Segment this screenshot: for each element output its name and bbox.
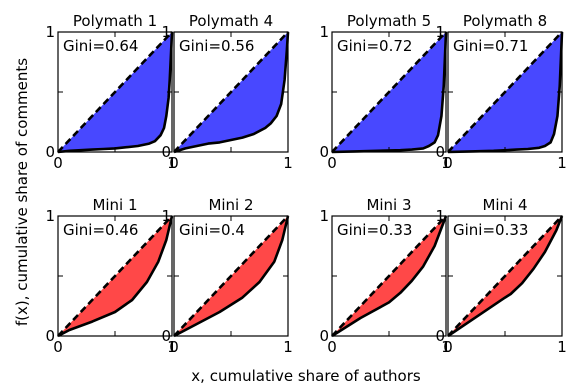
y-tick-label: 0: [45, 143, 55, 161]
x-tick-label: 1: [167, 154, 177, 172]
x-tick-label: 0: [327, 338, 337, 356]
gini-annotation: Gini=0.33: [337, 221, 412, 239]
x-tick-label: 1: [441, 154, 451, 172]
y-tick-label: 1: [319, 23, 329, 41]
x-tick-label: 1: [557, 338, 567, 356]
x-tick-label: 0: [443, 338, 453, 356]
x-tick-label: 1: [283, 338, 293, 356]
gini-annotation: Gini=0.46: [63, 221, 138, 239]
x-tick-label: 1: [557, 154, 567, 172]
y-tick-label: 0: [435, 143, 445, 161]
y-tick-label: 0: [435, 327, 445, 345]
y-tick-label: 0: [161, 143, 171, 161]
gini-annotation: Gini=0.71: [453, 37, 528, 55]
gini-annotation: Gini=0.56: [179, 37, 254, 55]
y-tick-label: 1: [435, 207, 445, 225]
panel-title: Mini 4: [482, 196, 527, 214]
y-tick-label: 1: [161, 23, 171, 41]
equality-line: [447, 215, 563, 337]
y-tick-label: 0: [45, 327, 55, 345]
lorenz-curve: [57, 215, 174, 338]
equality-line: [57, 31, 173, 153]
y-tick-label: 1: [319, 207, 329, 225]
panel-title: Polymath 5: [347, 12, 431, 30]
x-tick-label: 0: [53, 154, 63, 172]
gini-annotation: Gini=0.72: [337, 37, 412, 55]
equality-line: [331, 31, 447, 153]
lorenz-curve: [331, 215, 448, 338]
y-tick-label: 1: [45, 23, 55, 41]
panel-title: Mini 3: [366, 196, 411, 214]
panel-title: Polymath 4: [189, 12, 273, 30]
gini-annotation: Gini=0.64: [63, 37, 138, 55]
y-tick-label: 1: [45, 207, 55, 225]
lorenz-curve: [331, 31, 448, 154]
x-tick-label: 0: [327, 154, 337, 172]
y-tick-label: 0: [319, 327, 329, 345]
y-tick-label: 1: [435, 23, 445, 41]
lorenz-curve: [447, 215, 564, 338]
y-tick-label: 1: [161, 207, 171, 225]
lorenz-curve: [173, 31, 290, 154]
y-tick-label: 0: [319, 143, 329, 161]
equality-line: [57, 215, 173, 337]
equality-line: [173, 215, 289, 337]
panel-title: Polymath 8: [463, 12, 547, 30]
figure-xlabel: x, cumulative share of authors: [191, 367, 421, 385]
equality-line: [173, 31, 289, 153]
equality-line: [331, 215, 447, 337]
panel-title: Mini 2: [208, 196, 253, 214]
gini-annotation: Gini=0.4: [179, 221, 245, 239]
lorenz-curve: [447, 31, 564, 154]
equality-line: [447, 31, 563, 153]
x-tick-label: 0: [169, 154, 179, 172]
panel-title: Polymath 1: [73, 12, 157, 30]
lorenz-curve: [173, 215, 290, 338]
x-tick-label: 1: [441, 338, 451, 356]
panel-title: Mini 1: [92, 196, 137, 214]
x-tick-label: 0: [443, 154, 453, 172]
x-tick-label: 1: [283, 154, 293, 172]
x-tick-label: 0: [53, 338, 63, 356]
figure-ylabel: f(x), cumulative share of comments: [13, 58, 31, 326]
x-tick-label: 0: [169, 338, 179, 356]
y-tick-label: 0: [161, 327, 171, 345]
x-tick-label: 1: [167, 338, 177, 356]
gini-annotation: Gini=0.33: [453, 221, 528, 239]
